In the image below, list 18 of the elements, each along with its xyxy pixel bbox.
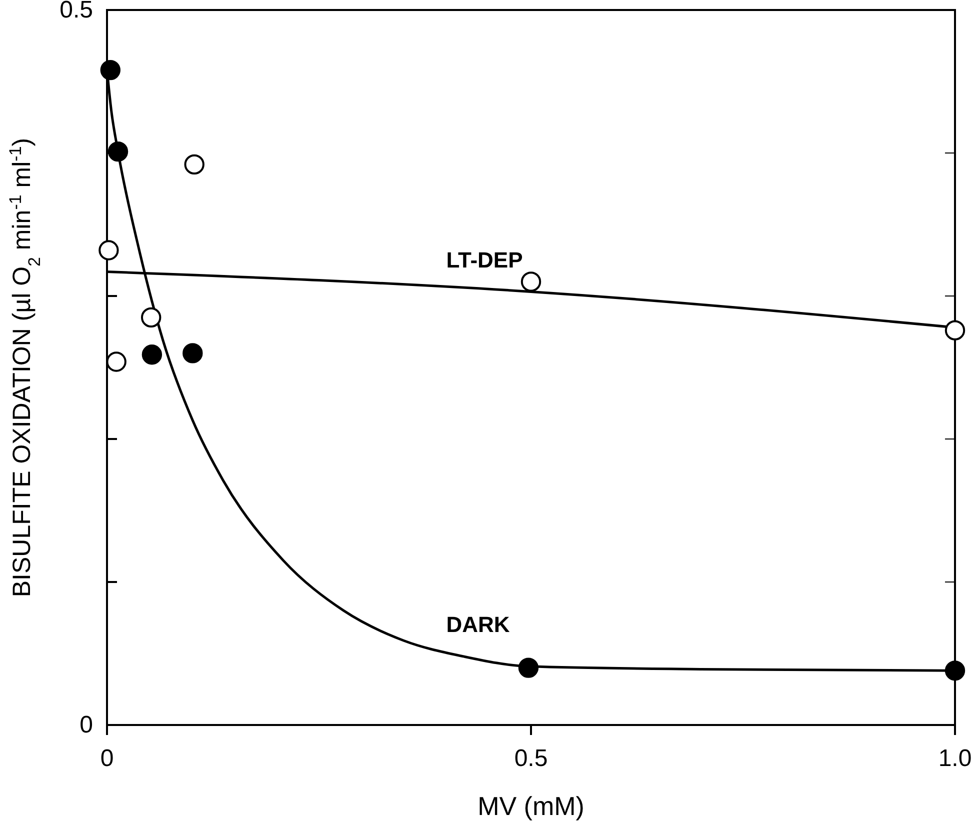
x-tick-label: 0.5 (514, 745, 548, 772)
x-axis-title: MV (mM) (478, 791, 584, 821)
series-label: LT-DEP (446, 248, 523, 273)
point (944, 320, 966, 340)
point (944, 660, 966, 681)
point (98, 240, 119, 260)
x-tick-label: 0 (100, 745, 114, 772)
series-label: DARK (446, 612, 510, 637)
point (520, 272, 542, 292)
point (106, 352, 126, 372)
point (108, 141, 128, 162)
x-tick-label: 1.0 (938, 745, 972, 772)
point (141, 307, 162, 328)
point (518, 658, 539, 678)
point (182, 343, 203, 364)
point (142, 344, 162, 365)
point (184, 154, 204, 175)
point (100, 60, 120, 80)
